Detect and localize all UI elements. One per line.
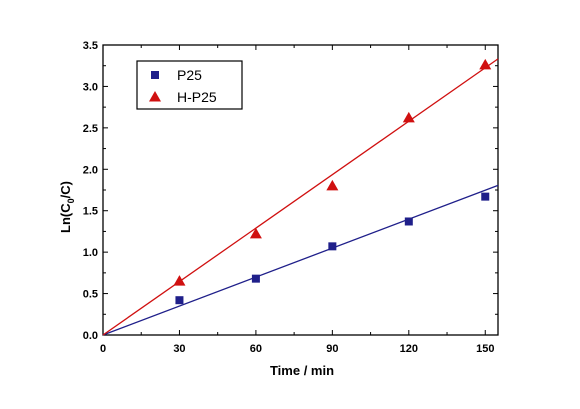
y-tick-label: 2.0 xyxy=(83,164,98,176)
data-point-p25 xyxy=(328,242,337,251)
y-tick-label: 1.5 xyxy=(83,206,98,218)
x-tick-label: 120 xyxy=(400,343,418,355)
y-tick-label: 1.0 xyxy=(83,247,98,259)
legend-marker-p25 xyxy=(151,71,159,79)
y-tick-label: 0.0 xyxy=(83,330,98,342)
x-tick-label: 90 xyxy=(326,343,338,355)
legend: P25 H-P25 xyxy=(136,60,243,110)
y-axis-title-prefix: Ln(C xyxy=(58,203,73,233)
data-point-p25 xyxy=(404,217,413,226)
data-point-h-p25 xyxy=(173,275,186,286)
x-axis-title: Time / min xyxy=(270,363,334,378)
x-tick-label: 30 xyxy=(173,343,185,355)
y-axis-title: Ln(C0/C) xyxy=(58,181,76,233)
data-point-h-p25 xyxy=(479,58,492,70)
x-tick-label: 150 xyxy=(476,343,494,355)
data-point-h-p25 xyxy=(249,227,262,239)
y-tick-label: 3.0 xyxy=(83,81,98,93)
y-axis-title-subscript: 0 xyxy=(66,198,76,203)
fit-line-p25 xyxy=(102,184,499,336)
legend-marker-h-p25 xyxy=(149,91,161,102)
y-axis-title-suffix: /C) xyxy=(58,181,73,198)
y-tick-label: 0.5 xyxy=(83,289,98,301)
legend-label-p25: P25 xyxy=(177,67,202,83)
data-point-p25 xyxy=(175,296,184,305)
data-point-p25 xyxy=(251,274,260,283)
y-tick-label: 2.5 xyxy=(83,123,98,135)
data-point-h-p25 xyxy=(402,111,415,123)
data-point-p25 xyxy=(481,192,490,201)
x-tick-label: 60 xyxy=(250,343,262,355)
y-tick-label: 3.5 xyxy=(83,40,98,52)
legend-label-h-p25: H-P25 xyxy=(177,89,217,105)
x-tick-label: 0 xyxy=(100,343,106,355)
fit-line-h-p25 xyxy=(102,58,499,336)
data-point-h-p25 xyxy=(326,179,339,191)
